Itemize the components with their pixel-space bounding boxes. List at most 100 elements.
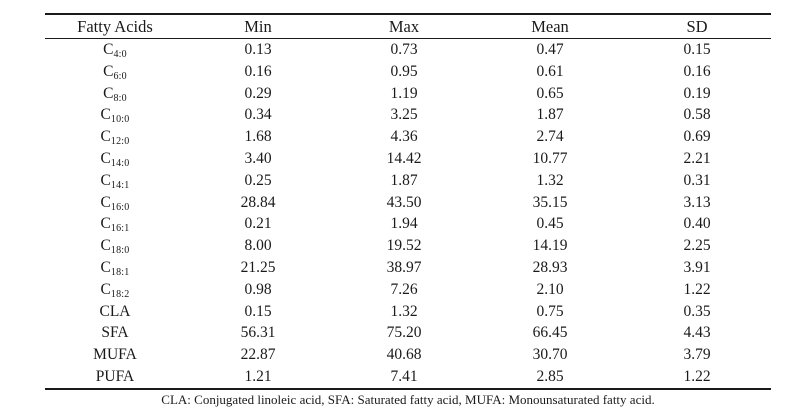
- mean-value: 2.74: [536, 128, 564, 146]
- table-row: MUFA 22.87 40.68 30.70 3.79: [45, 344, 771, 366]
- sd-value: 1.22: [683, 280, 711, 298]
- min-value: 22.87: [240, 346, 276, 364]
- sd-value: 0.19: [683, 84, 711, 102]
- max-value: 4.36: [390, 128, 418, 146]
- fatty-acid-label: C18:0: [100, 237, 130, 257]
- mean-value: 10.77: [532, 149, 568, 167]
- mean-value: 0.65: [536, 84, 564, 102]
- table-row: C4:0 0.13 0.73 0.47 0.15: [45, 39, 771, 61]
- fatty-acid-label: C16:1: [100, 215, 130, 235]
- min-value: 0.34: [244, 106, 272, 124]
- mean-value: 66.45: [532, 324, 568, 342]
- sd-value: 2.25: [683, 237, 711, 255]
- min-value: 0.29: [244, 84, 272, 102]
- mean-value: 1.87: [536, 106, 564, 124]
- min-value: 0.21: [244, 215, 272, 233]
- mean-value: 0.47: [536, 41, 564, 58]
- table-row: C16:0 28.84 43.50 35.15 3.13: [45, 192, 771, 214]
- table-row: PUFA 1.21 7.41 2.85 1.22: [45, 365, 771, 390]
- fatty-acid-label: CLA: [99, 302, 131, 320]
- fatty-acid-subscript: 6:0: [113, 70, 127, 82]
- fatty-acid-label: C10:0: [100, 106, 130, 126]
- fatty-acid-label: C12:0: [100, 128, 130, 148]
- max-value: 38.97: [386, 258, 422, 276]
- max-value: 40.68: [386, 346, 422, 364]
- max-value: 19.52: [386, 237, 422, 255]
- table-header: Fatty Acids Min Max Mean SD: [45, 13, 771, 39]
- min-value: 0.98: [244, 280, 272, 298]
- mean-value: 35.15: [532, 193, 568, 211]
- fatty-acids-table: Fatty Acids Min Max Mean SD C4:0 0.13 0.73…: [45, 13, 771, 390]
- max-value: 75.20: [386, 324, 422, 342]
- fatty-acid-label: C4:0: [103, 41, 127, 60]
- max-value: 7.41: [331, 365, 477, 390]
- fatty-acid-label: C6:0: [103, 62, 127, 82]
- mean-value: 1.32: [536, 171, 564, 189]
- sd-value: 3.79: [683, 346, 711, 364]
- table-row: CLA 0.15 1.32 0.75 0.35: [45, 301, 771, 323]
- fatty-acid-subscript: 16:0: [110, 201, 130, 213]
- sd-value: 0.31: [683, 171, 711, 189]
- min-value: 0.13: [244, 41, 272, 58]
- table-row: C18:1 21.25 38.97 28.93 3.91: [45, 257, 771, 279]
- min-value: 1.68: [244, 128, 272, 146]
- fatty-acid-subscript: 18:0: [110, 245, 130, 257]
- max-value: 1.87: [390, 171, 418, 189]
- fatty-acid-label: C18:1: [100, 258, 130, 278]
- min-value: 28.84: [240, 193, 276, 211]
- max-value: 7.26: [390, 280, 418, 298]
- fatty-acid-subscript: 14:0: [110, 157, 130, 169]
- fatty-acid-label: MUFA: [93, 346, 137, 364]
- fatty-acid-label: C8:0: [103, 84, 127, 104]
- min-value: 8.00: [244, 237, 272, 255]
- table-row: C18:2 0.98 7.26 2.10 1.22: [45, 279, 771, 301]
- sd-value: 4.43: [683, 324, 711, 342]
- fatty-acid-subscript: 18:1: [110, 266, 130, 278]
- fatty-acid-subscript: 10:0: [110, 114, 130, 126]
- sd-value: 3.91: [683, 258, 711, 276]
- sd-value: 0.69: [683, 128, 711, 146]
- fatty-acid-label: SFA: [101, 324, 129, 342]
- mean-value: 30.70: [532, 346, 568, 364]
- table-row: C14:0 3.40 14.42 10.77 2.21: [45, 148, 771, 170]
- mean-value: 0.45: [536, 215, 564, 233]
- fatty-acid-subscript: 14:1: [110, 179, 130, 191]
- sd-value: 0.16: [683, 62, 711, 80]
- sd-value: 0.15: [683, 41, 711, 58]
- min-value: 56.31: [240, 324, 276, 342]
- mean-value: 0.75: [536, 302, 564, 320]
- fatty-acid-label: C14:0: [100, 149, 130, 169]
- min-value: 3.40: [244, 149, 272, 167]
- mean-value: 0.61: [536, 62, 564, 80]
- table-body: C4:0 0.13 0.73 0.47 0.15 C6:0 0.16 0.95 0.61 0.16…: [45, 39, 771, 390]
- sd-value: 0.35: [683, 302, 711, 320]
- column-header-min: Min: [185, 13, 331, 39]
- fatty-acid-subscript: 4:0: [113, 49, 127, 60]
- max-value: 43.50: [386, 193, 422, 211]
- sd-value: 2.21: [683, 149, 711, 167]
- min-value: 0.15: [244, 302, 272, 320]
- column-header-max: Max: [331, 13, 477, 39]
- fatty-acid-label: C16:0: [100, 193, 130, 213]
- fatty-acid-subscript: 8:0: [113, 92, 127, 104]
- header-row: Fatty Acids Min Max Mean SD: [45, 13, 771, 39]
- fatty-acid-subscript: 16:1: [110, 223, 130, 235]
- table-row: C18:0 8.00 19.52 14.19 2.25: [45, 235, 771, 257]
- mean-value: 28.93: [532, 258, 568, 276]
- column-header-sd: SD: [623, 13, 771, 39]
- sd-value: 3.13: [683, 193, 711, 211]
- column-header-mean: Mean: [477, 13, 623, 39]
- max-value: 3.25: [390, 106, 418, 124]
- table-row: SFA 56.31 75.20 66.45 4.43: [45, 322, 771, 344]
- fatty-acid-label: C14:1: [100, 171, 130, 191]
- sd-value: 0.40: [683, 215, 711, 233]
- mean-value: 2.85: [477, 365, 623, 390]
- min-value: 0.25: [244, 171, 272, 189]
- table-row: C14:1 0.25 1.87 1.32 0.31: [45, 170, 771, 192]
- column-header-fatty-acids: Fatty Acids: [45, 13, 185, 39]
- fatty-acid-subscript: 12:0: [110, 136, 130, 148]
- min-value: 0.16: [244, 62, 272, 80]
- max-value: 14.42: [386, 149, 422, 167]
- table-row: C16:1 0.21 1.94 0.45 0.40: [45, 213, 771, 235]
- table-row: C12:0 1.68 4.36 2.74 0.69: [45, 126, 771, 148]
